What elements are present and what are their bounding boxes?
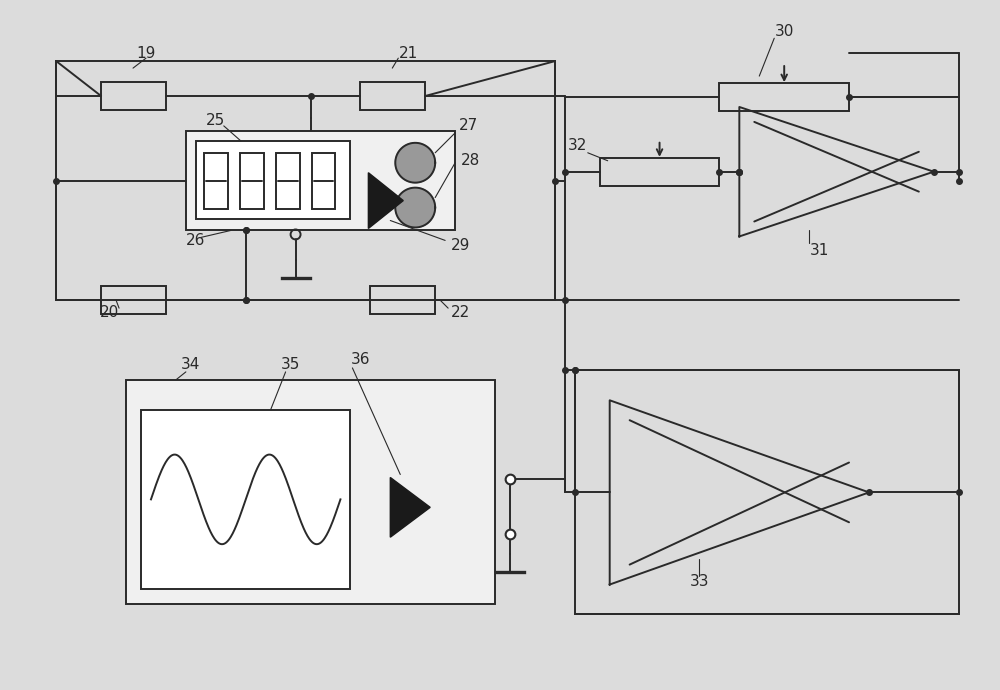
Text: 33: 33 xyxy=(690,573,709,589)
Bar xyxy=(141,410,350,589)
Text: 22: 22 xyxy=(450,304,470,319)
Bar xyxy=(56,61,555,300)
Text: 35: 35 xyxy=(281,357,300,373)
Polygon shape xyxy=(368,172,403,228)
Bar xyxy=(186,131,455,230)
Text: 29: 29 xyxy=(450,238,470,253)
Text: 19: 19 xyxy=(136,46,156,61)
Bar xyxy=(204,152,228,208)
Bar xyxy=(240,152,264,208)
Text: 20: 20 xyxy=(99,304,119,319)
Text: 32: 32 xyxy=(568,138,587,153)
Text: 31: 31 xyxy=(809,243,829,258)
Text: 28: 28 xyxy=(460,153,480,168)
Bar xyxy=(719,83,849,111)
Text: 34: 34 xyxy=(181,357,201,373)
Bar xyxy=(600,158,719,186)
Text: 27: 27 xyxy=(458,119,478,133)
Circle shape xyxy=(395,143,435,183)
Circle shape xyxy=(395,188,435,228)
Text: 30: 30 xyxy=(775,23,794,39)
Text: 36: 36 xyxy=(351,353,370,368)
Text: 21: 21 xyxy=(399,46,418,61)
Bar xyxy=(101,82,166,110)
Bar xyxy=(126,380,495,604)
Text: 26: 26 xyxy=(186,233,206,248)
Bar xyxy=(360,82,425,110)
Bar xyxy=(196,141,350,219)
Bar xyxy=(370,286,435,314)
Polygon shape xyxy=(390,477,430,538)
Bar xyxy=(101,286,166,314)
Bar xyxy=(575,370,959,614)
Bar xyxy=(276,152,300,208)
Bar xyxy=(312,152,335,208)
Text: 25: 25 xyxy=(206,113,225,128)
